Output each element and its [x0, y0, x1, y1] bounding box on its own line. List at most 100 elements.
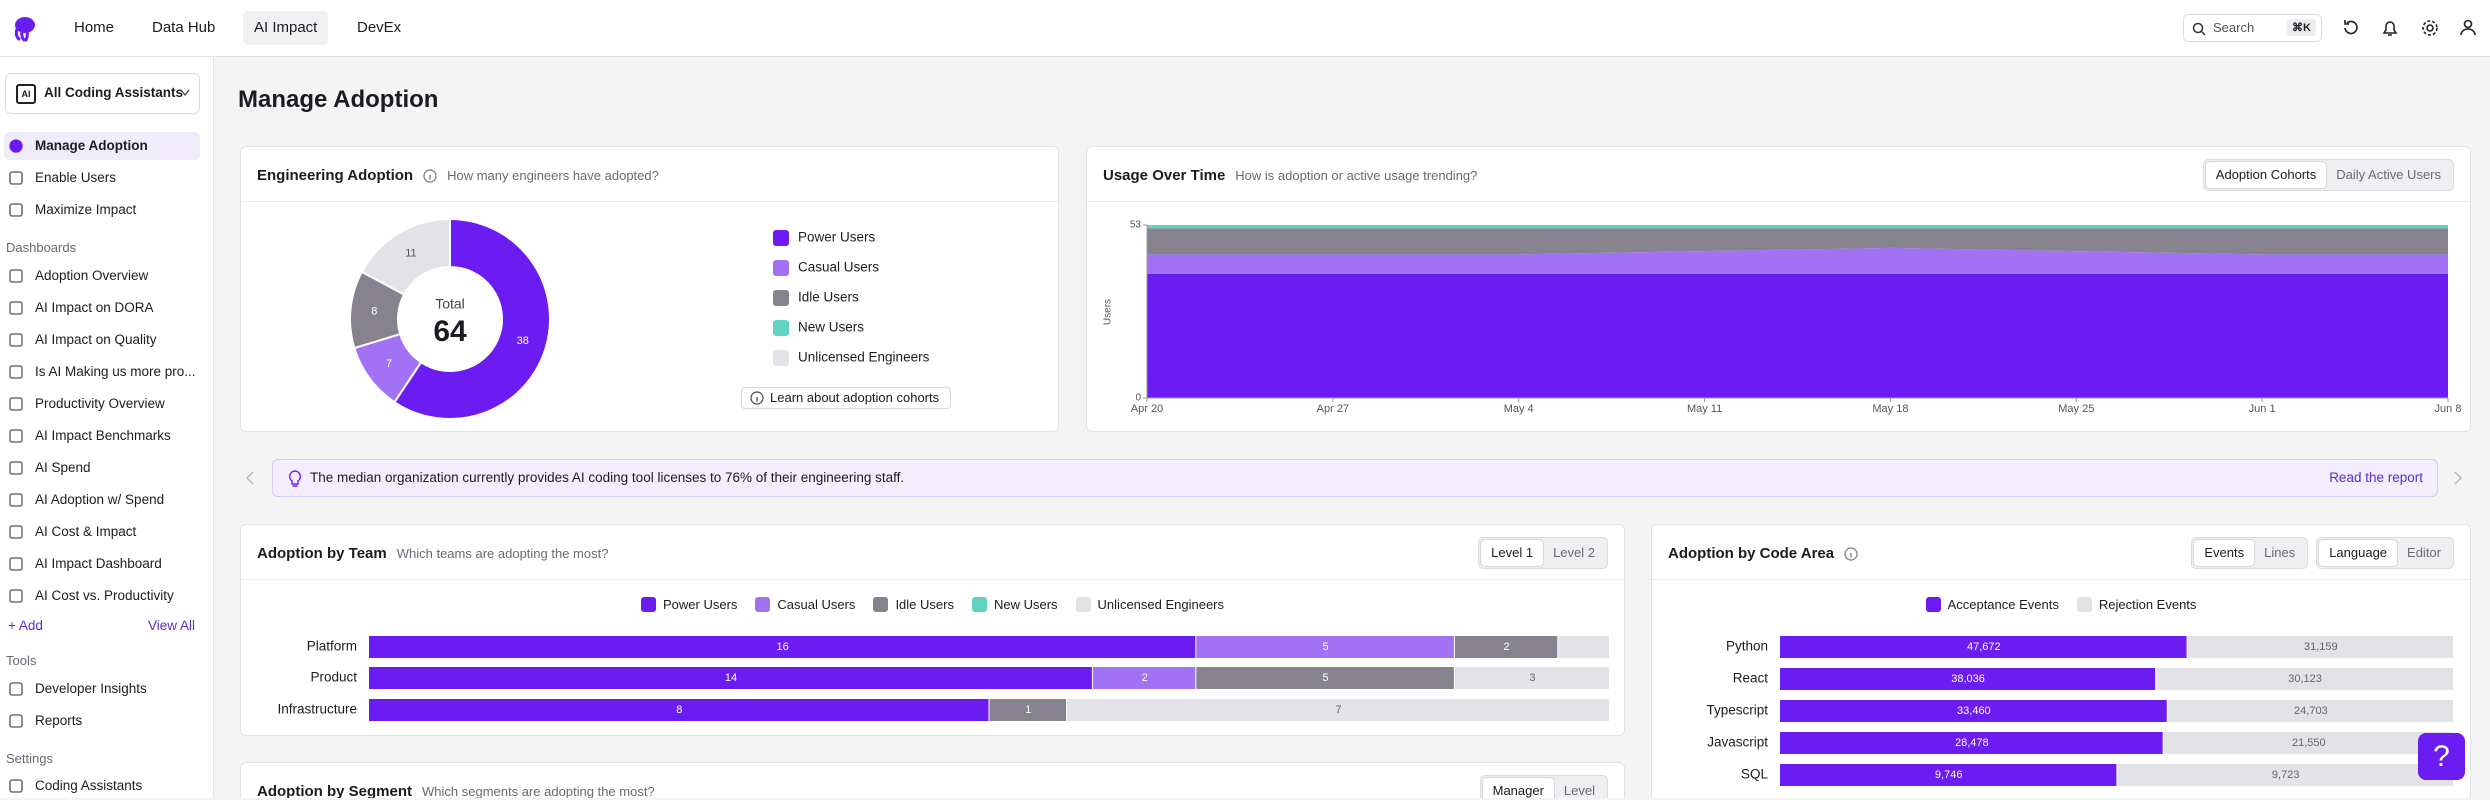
sidebar-item[interactable]: Enable Users: [4, 164, 200, 192]
add-dashboard[interactable]: + Add: [8, 618, 43, 633]
sidebar-item[interactable]: Coding Assistants: [4, 772, 200, 800]
x-tick-label: May 25: [2058, 403, 2094, 415]
legend-label: New Users: [993, 597, 1058, 612]
banner-text: The median organization currently provid…: [310, 470, 905, 485]
item-icon: [9, 557, 23, 571]
insight-banner: The median organization currently provid…: [272, 459, 2438, 497]
bar-label: 14: [725, 672, 737, 684]
nav-item[interactable]: Data Hub: [152, 19, 216, 36]
nav-item[interactable]: Home: [74, 19, 115, 36]
learn-button[interactable]: Learn about adoption cohorts: [741, 387, 951, 409]
search-placeholder: Search: [2213, 20, 2255, 35]
x-tick-label: Jun 8: [2435, 403, 2462, 415]
sidebar-item[interactable]: AI Impact Dashboard: [4, 550, 200, 578]
bar-segment: [1196, 636, 1454, 658]
banner-link[interactable]: Read the report: [2329, 470, 2423, 485]
sidebar-heading: Dashboards: [6, 240, 77, 255]
bar-label: 30,123: [2288, 673, 2322, 685]
nav-item[interactable]: AI Impact: [243, 11, 329, 45]
tab[interactable]: Level 1: [1481, 540, 1544, 566]
tab[interactable]: Level: [1563, 783, 1595, 798]
y-axis-label: Users: [1103, 299, 1114, 325]
item-icon: [9, 365, 23, 379]
sidebar-item[interactable]: Productivity Overview: [4, 390, 200, 418]
icon-shape: [9, 525, 23, 539]
donut-chart: 38 7 8 11 Total 64 Power Users Casual Users Idle…: [349, 217, 930, 420]
legend-label: Casual Users: [777, 597, 856, 612]
tab[interactable]: Level 2: [1553, 545, 1595, 560]
logo[interactable]: [10, 14, 38, 42]
sidebar-item-label: Reports: [35, 713, 83, 728]
icon-shape: [9, 333, 23, 347]
segment-label: 8: [371, 305, 377, 317]
bar-label: 47,672: [1967, 641, 2001, 653]
page-title: Manage Adoption: [238, 86, 439, 113]
tab[interactable]: Daily Active Users: [2336, 167, 2441, 182]
sidebar-item[interactable]: Is AI Making us more pro...: [4, 358, 200, 386]
legend-swatch: [1925, 597, 1941, 612]
row-label: Typescript: [1706, 703, 1768, 718]
sidebar-item[interactable]: Developer Insights: [4, 675, 200, 703]
icon-shape: [9, 269, 23, 283]
nav-item[interactable]: DevEx: [357, 19, 402, 36]
donut-segment: [393, 217, 551, 420]
tab[interactable]: Editor: [2407, 545, 2441, 560]
sidebar-item[interactable]: Reports: [4, 707, 200, 735]
segment-label: 38: [517, 335, 529, 347]
bar-label: 8: [676, 704, 682, 716]
center-label: Total: [435, 296, 465, 312]
sidebar-item[interactable]: Adoption Overview: [4, 262, 200, 290]
sidebar-item-label: Manage Adoption: [35, 138, 148, 153]
tab[interactable]: Manager: [1482, 778, 1554, 798]
row-label: Product: [310, 670, 357, 685]
sidebar-item[interactable]: AI Impact on Quality: [4, 326, 200, 354]
search-box[interactable]: Search ⌘K: [2183, 14, 2322, 42]
top-nav: Search ⌘K Home Data Hub AI Impact DevEx: [0, 0, 2490, 57]
tab[interactable]: Events: [2194, 540, 2255, 566]
icon-shape: [9, 139, 23, 153]
tab-group: Manager Level: [1479, 775, 1608, 798]
tab[interactable]: Lines: [2264, 545, 2296, 560]
row-label: Python: [1726, 639, 1768, 654]
y-tick-label: 0: [1135, 393, 1141, 404]
card-subtitle: How is adoption or active usage trending…: [1235, 168, 1478, 183]
tab-bar: Events Lines Language Editor: [2191, 537, 2454, 569]
icon-shape: [9, 557, 23, 571]
sidebar-item-label: Developer Insights: [35, 681, 147, 696]
bar-segment: [1454, 636, 1558, 658]
sidebar-item[interactable]: Maximize Impact: [4, 196, 200, 224]
bar-chart: Python 47,672 31,159 React 38,036 30,123 Types…: [1706, 636, 2453, 786]
sidebar-item[interactable]: AI Adoption w/ Spend: [4, 486, 200, 514]
tab[interactable]: Language: [2319, 540, 2398, 566]
assistant-selector[interactable]: AI All Coding Assistants: [5, 73, 200, 114]
legend-item: Casual Users: [755, 597, 855, 612]
card-divider: [241, 201, 1058, 202]
bar-label: 31,159: [2304, 641, 2338, 653]
tab-group: Adoption Cohorts Daily Active Users: [2202, 159, 2454, 191]
search-icon: [2192, 22, 2206, 36]
row-label: Platform: [307, 639, 357, 654]
icon-shape: [9, 171, 23, 185]
sidebar-item[interactable]: Manage Adoption: [4, 132, 200, 160]
help-button[interactable]: ?: [2418, 733, 2465, 780]
legend-label: Casual Users: [798, 260, 879, 275]
card-header: Usage Over Time How is adoption or active…: [1103, 165, 1477, 187]
row-label: Javascript: [1707, 735, 1768, 750]
sidebar-item[interactable]: AI Impact Benchmarks: [4, 422, 200, 450]
sidebar-item[interactable]: AI Impact on DORA: [4, 294, 200, 322]
view-all[interactable]: View All: [148, 618, 196, 633]
legend-swatch: [1075, 597, 1091, 612]
card-header: Adoption by Team Which teams are adopting…: [257, 543, 608, 565]
next-arrow[interactable]: [2452, 470, 2464, 486]
bar-segment: [1780, 700, 2167, 722]
x-tick-label: Jun 1: [2249, 403, 2276, 415]
sidebar-item[interactable]: AI Cost vs. Productivity: [4, 582, 200, 610]
sidebar-item[interactable]: AI Cost & Impact: [4, 518, 200, 546]
toolbar-icons[interactable]: [2340, 16, 2480, 40]
sidebar-item[interactable]: AI Spend: [4, 454, 200, 482]
card-title: Adoption by Segment: [257, 783, 412, 798]
prev-arrow[interactable]: [244, 470, 256, 486]
sidebar-item-label: Adoption Overview: [35, 268, 149, 283]
tab[interactable]: Adoption Cohorts: [2205, 162, 2327, 188]
donut-segment: [360, 217, 451, 296]
